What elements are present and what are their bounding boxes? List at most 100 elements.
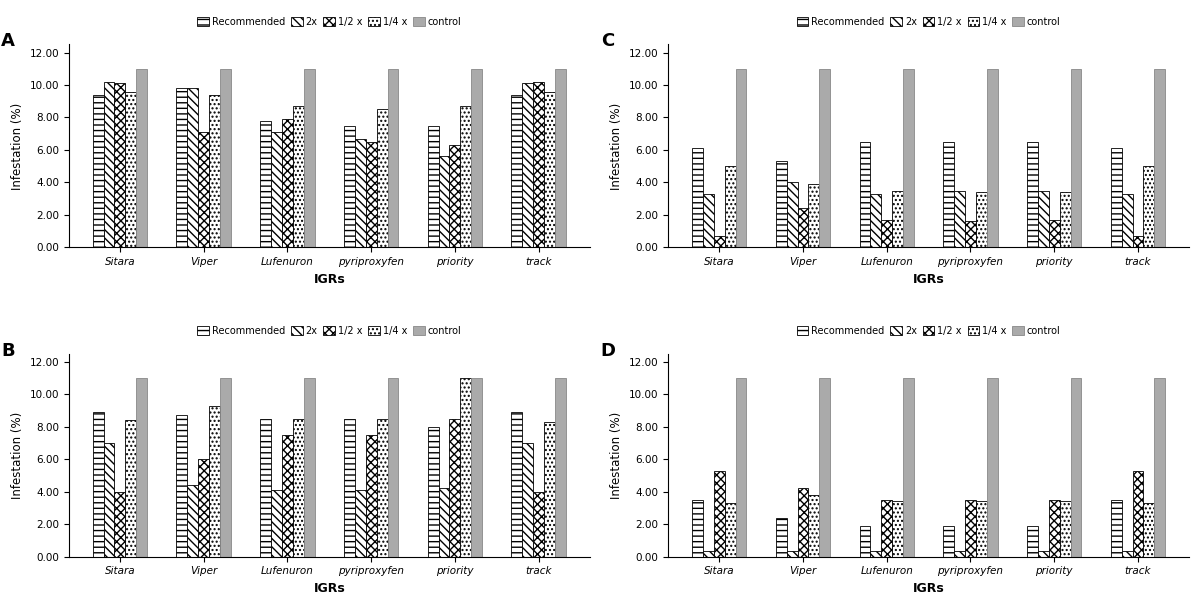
Bar	[798, 208, 809, 247]
Bar	[965, 221, 976, 247]
Bar	[692, 500, 703, 557]
Bar	[725, 166, 736, 247]
Bar	[556, 378, 566, 557]
Bar	[427, 427, 439, 557]
Bar	[176, 415, 187, 557]
Bar	[892, 190, 904, 247]
Bar	[1038, 190, 1049, 247]
Bar	[388, 68, 398, 247]
Bar	[1111, 148, 1122, 247]
Bar	[556, 68, 566, 247]
Bar	[461, 378, 472, 557]
Bar	[522, 443, 533, 557]
Bar	[943, 526, 954, 557]
Bar	[976, 192, 986, 247]
Bar	[544, 92, 556, 247]
Bar	[293, 419, 304, 557]
Bar	[1111, 500, 1122, 557]
Bar	[103, 443, 114, 557]
Y-axis label: Infestation (%): Infestation (%)	[611, 102, 624, 190]
Bar	[293, 106, 304, 247]
Bar	[187, 88, 198, 247]
Bar	[904, 68, 914, 247]
Bar	[1122, 551, 1133, 557]
Bar	[282, 119, 293, 247]
Bar	[472, 68, 482, 247]
Bar	[388, 378, 398, 557]
Bar	[787, 551, 798, 557]
X-axis label: IGRs: IGRs	[313, 273, 346, 285]
Bar	[1049, 500, 1060, 557]
Bar	[1154, 378, 1165, 557]
Bar	[187, 485, 198, 557]
Legend: Recommended, 2x, 1/2 x, 1/4 x, control: Recommended, 2x, 1/2 x, 1/4 x, control	[193, 13, 466, 30]
Bar	[522, 84, 533, 247]
Text: A: A	[1, 32, 16, 50]
Y-axis label: Infestation (%): Infestation (%)	[11, 411, 24, 499]
Bar	[1144, 503, 1154, 557]
Bar	[943, 142, 954, 247]
Bar	[377, 109, 388, 247]
Bar	[209, 95, 220, 247]
Bar	[450, 419, 461, 557]
Bar	[461, 106, 472, 247]
Bar	[736, 68, 746, 247]
Bar	[344, 125, 355, 247]
Bar	[344, 419, 355, 557]
Bar	[954, 551, 965, 557]
Bar	[692, 148, 703, 247]
Bar	[809, 495, 820, 557]
X-axis label: IGRs: IGRs	[913, 273, 944, 285]
X-axis label: IGRs: IGRs	[313, 582, 346, 595]
Bar	[198, 132, 209, 247]
Bar	[220, 68, 230, 247]
Bar	[1070, 378, 1081, 557]
Bar	[427, 125, 439, 247]
Bar	[1070, 68, 1081, 247]
Bar	[787, 182, 798, 247]
Text: B: B	[1, 342, 14, 359]
Bar	[282, 435, 293, 557]
Bar	[511, 95, 522, 247]
Bar	[103, 82, 114, 247]
Bar	[820, 378, 830, 557]
Bar	[1060, 501, 1070, 557]
Bar	[881, 220, 892, 247]
Bar	[703, 194, 714, 247]
Bar	[260, 419, 271, 557]
Bar	[1144, 166, 1154, 247]
Bar	[92, 95, 103, 247]
Bar	[859, 526, 870, 557]
Bar	[198, 459, 209, 557]
Bar	[820, 68, 830, 247]
Bar	[870, 194, 881, 247]
Bar	[209, 405, 220, 557]
Bar	[1154, 68, 1165, 247]
Bar	[986, 378, 997, 557]
Bar	[703, 551, 714, 557]
Bar	[736, 378, 746, 557]
Bar	[137, 68, 148, 247]
X-axis label: IGRs: IGRs	[913, 582, 944, 595]
Bar	[714, 236, 725, 247]
Bar	[355, 490, 366, 557]
Legend: Recommended, 2x, 1/2 x, 1/4 x, control: Recommended, 2x, 1/2 x, 1/4 x, control	[793, 322, 1064, 340]
Bar	[1060, 192, 1070, 247]
Bar	[125, 92, 137, 247]
Bar	[775, 161, 787, 247]
Bar	[892, 501, 904, 557]
Bar	[976, 501, 986, 557]
Bar	[1133, 471, 1144, 557]
Legend: Recommended, 2x, 1/2 x, 1/4 x, control: Recommended, 2x, 1/2 x, 1/4 x, control	[793, 13, 1064, 30]
Bar	[511, 412, 522, 557]
Bar	[904, 378, 914, 557]
Bar	[271, 132, 282, 247]
Bar	[304, 378, 314, 557]
Bar	[377, 419, 388, 557]
Bar	[260, 121, 271, 247]
Bar	[859, 142, 870, 247]
Bar	[450, 145, 461, 247]
Bar	[544, 422, 556, 557]
Bar	[271, 490, 282, 557]
Bar	[1027, 142, 1038, 247]
